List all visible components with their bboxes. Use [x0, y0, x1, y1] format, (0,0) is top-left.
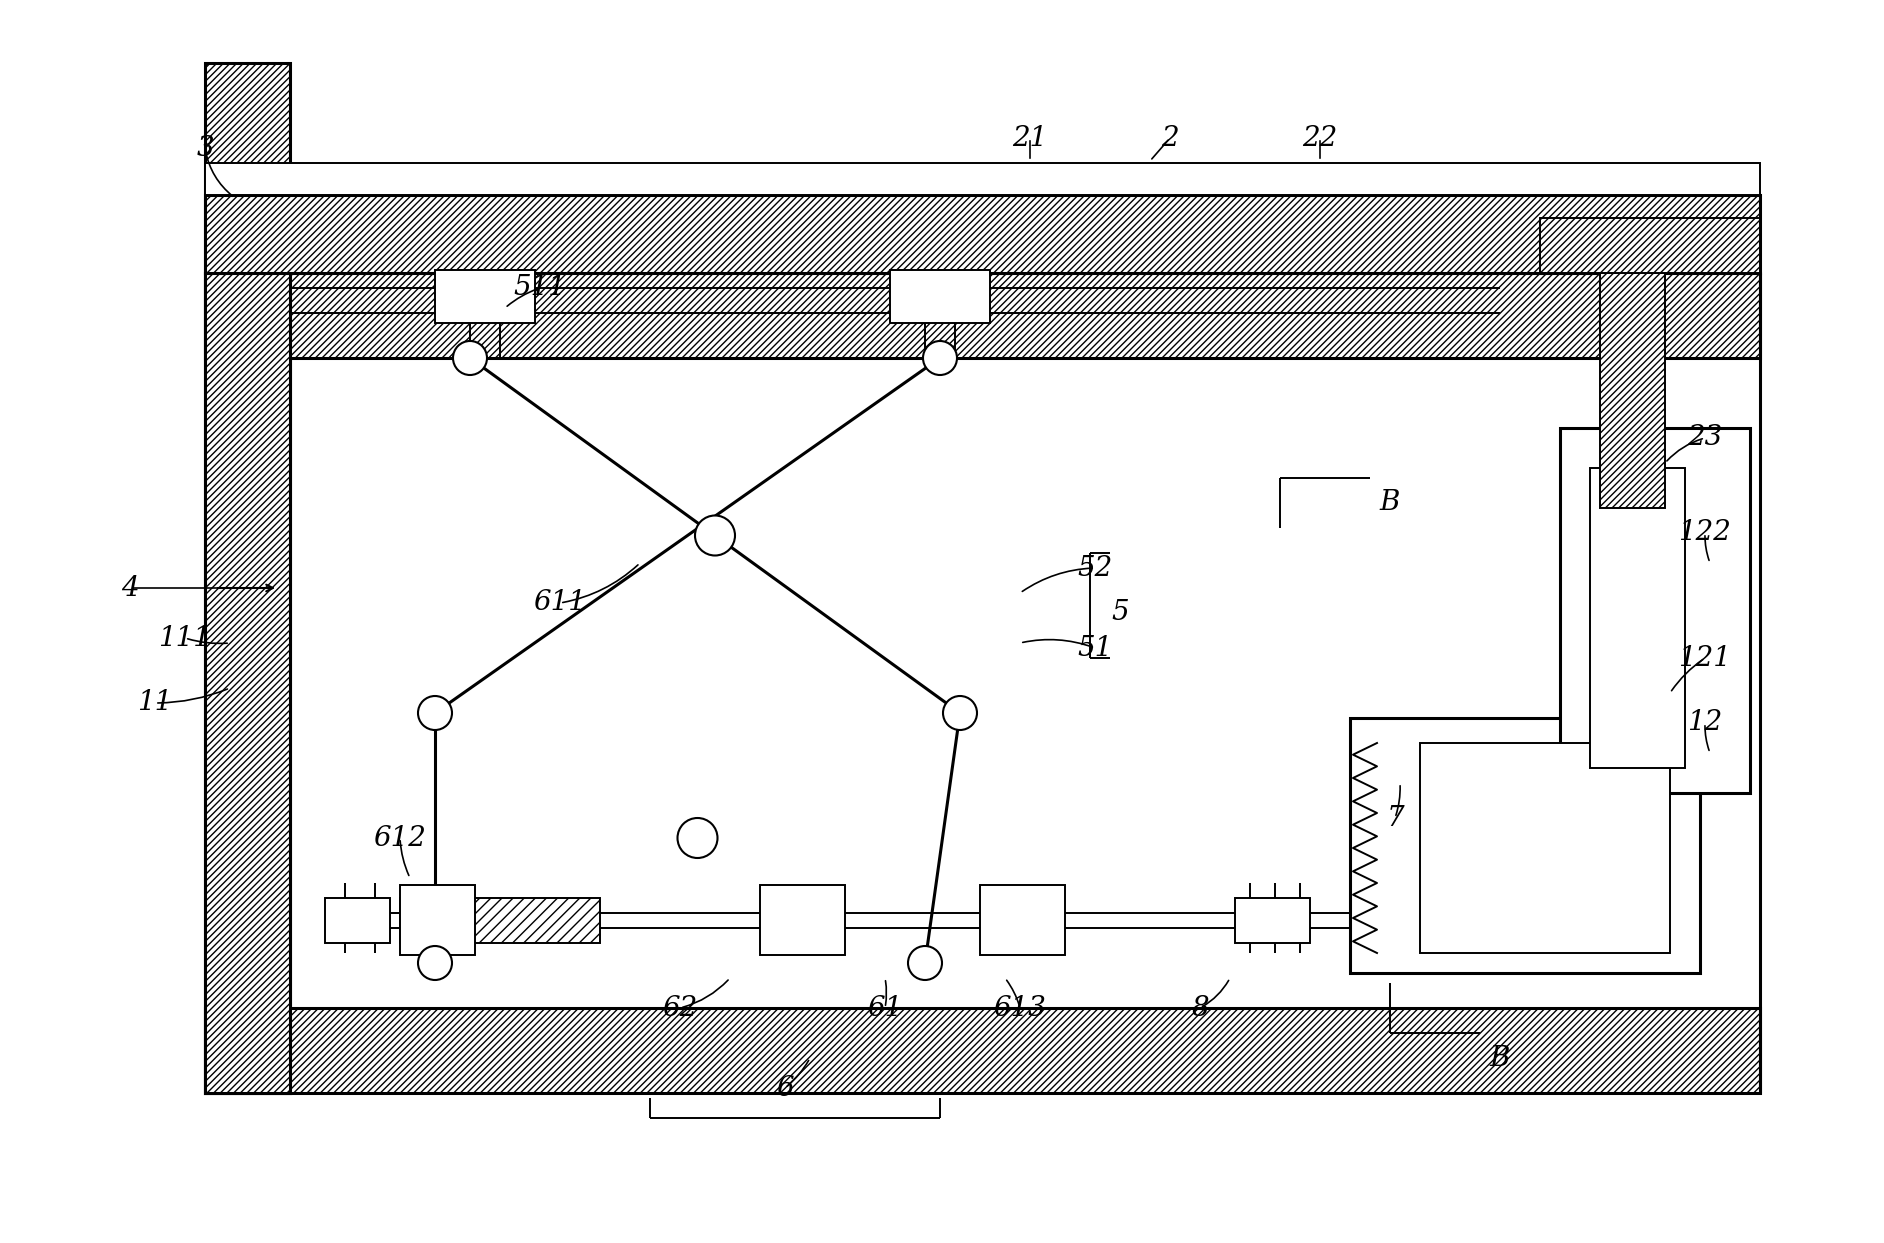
Text: 51: 51	[1078, 634, 1113, 661]
Text: 62: 62	[663, 994, 697, 1022]
Text: 2: 2	[1161, 124, 1179, 152]
Bar	[759, 885, 846, 955]
Text: 4: 4	[121, 574, 139, 602]
Text: 21: 21	[1012, 124, 1048, 152]
Bar	[1590, 469, 1684, 768]
Text: 23: 23	[1688, 425, 1722, 451]
Bar	[1600, 273, 1665, 508]
Text: 612: 612	[373, 824, 426, 851]
Bar	[1351, 718, 1699, 973]
Bar	[1236, 897, 1309, 943]
Bar	[1539, 218, 1760, 273]
Bar	[205, 63, 290, 1093]
Bar	[399, 897, 599, 943]
Text: 3: 3	[196, 134, 213, 162]
Circle shape	[695, 516, 735, 556]
Circle shape	[944, 696, 978, 730]
Text: B: B	[1490, 1044, 1511, 1071]
Text: 8: 8	[1191, 994, 1210, 1022]
Text: 121: 121	[1679, 645, 1731, 671]
Text: 5: 5	[1112, 599, 1129, 626]
Circle shape	[678, 818, 718, 858]
Bar	[1560, 428, 1750, 793]
Text: 61: 61	[867, 994, 902, 1022]
Bar	[205, 273, 1760, 358]
Text: 511: 511	[514, 275, 567, 302]
Text: 613: 613	[993, 994, 1046, 1022]
Text: 6: 6	[776, 1074, 793, 1101]
Bar	[205, 195, 1760, 273]
Bar	[326, 897, 390, 943]
Text: 611: 611	[533, 589, 586, 617]
Text: 12: 12	[1688, 710, 1722, 737]
Text: 122: 122	[1679, 520, 1731, 547]
Bar	[399, 885, 475, 955]
Circle shape	[923, 341, 957, 375]
Text: 7: 7	[1387, 804, 1404, 832]
Bar	[205, 273, 290, 1093]
Text: 111: 111	[158, 624, 211, 651]
Bar	[205, 1008, 1760, 1093]
Circle shape	[908, 946, 942, 979]
Text: 22: 22	[1302, 124, 1338, 152]
Bar	[205, 163, 1760, 195]
Bar	[889, 270, 989, 323]
Circle shape	[418, 696, 452, 730]
Text: 11: 11	[138, 690, 173, 716]
Circle shape	[452, 341, 486, 375]
Text: B: B	[1379, 490, 1400, 517]
Text: 52: 52	[1078, 554, 1113, 582]
Bar	[1421, 743, 1669, 953]
Bar	[980, 885, 1064, 955]
Circle shape	[418, 946, 452, 979]
Bar	[435, 270, 535, 323]
